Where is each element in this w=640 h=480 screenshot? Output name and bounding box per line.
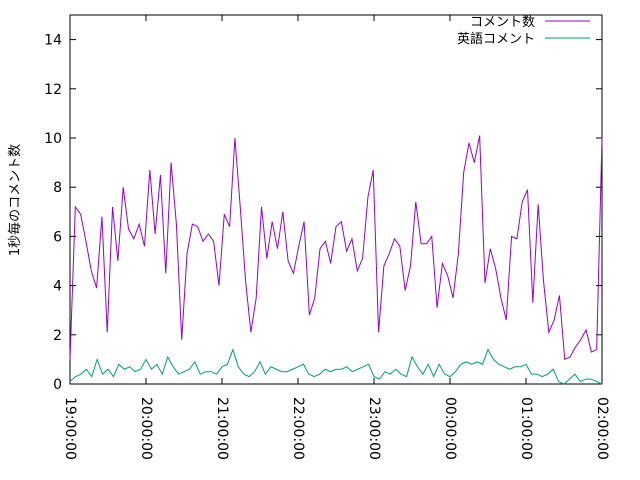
y-tick-label: 2 <box>53 328 62 344</box>
series-layer <box>69 135 603 385</box>
y-tick-label: 12 <box>44 82 62 98</box>
x-tick-label: 19:00:00 <box>62 397 78 460</box>
x-tick-label: 22:00:00 <box>290 397 306 460</box>
y-tick-label: 0 <box>53 377 62 393</box>
x-tick-label: 23:00:00 <box>366 397 382 460</box>
plot-frame <box>69 14 603 385</box>
y-tick-label: 10 <box>44 131 62 147</box>
x-tick-label: 01:00:00 <box>518 397 534 460</box>
x-tick-label: 21:00:00 <box>214 397 230 460</box>
y-tick-label: 8 <box>53 180 62 196</box>
y-axis-title: 1秒毎のコメント数 <box>7 144 23 256</box>
y-tick-label: 6 <box>53 229 62 245</box>
series-line-0 <box>69 135 603 361</box>
y-tick-label: 14 <box>44 33 62 49</box>
series-line-1 <box>69 348 603 385</box>
x-tick-label: 00:00:00 <box>442 397 458 460</box>
y-tick-label: 4 <box>53 279 62 295</box>
x-tick-label: 20:00:00 <box>138 397 154 460</box>
legend-label: コメント数 <box>470 15 535 30</box>
y-axis-ticks: 0 2 4 6 8 10 12 14 <box>44 33 602 393</box>
legend-label: 英語コメント <box>457 31 535 47</box>
x-axis-ticks: 19:00:00 20:00:00 21:00:00 22:00:00 23:00:00… <box>62 15 610 460</box>
x-tick-label: 02:00:00 <box>594 397 610 460</box>
